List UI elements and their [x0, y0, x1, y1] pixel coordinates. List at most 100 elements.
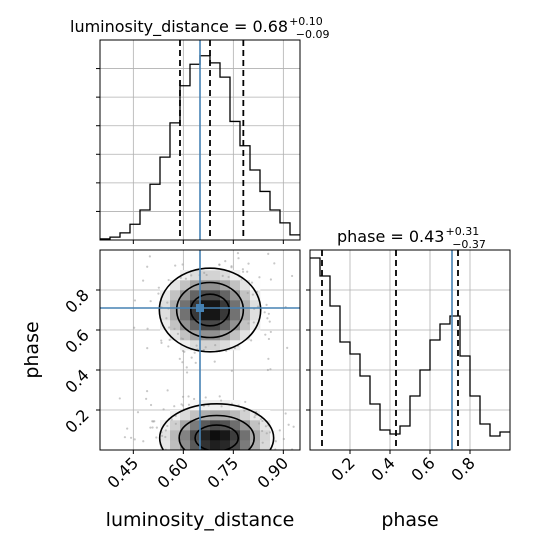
truth-marker: [196, 304, 204, 312]
sample-point: [195, 344, 198, 347]
sample-point: [146, 327, 149, 330]
y-tick-label: 0.2: [61, 405, 92, 436]
density-cell: [180, 310, 191, 321]
density-cell: [170, 300, 181, 311]
sample-point: [149, 300, 152, 303]
sample-point: [284, 412, 287, 415]
density-cell: [270, 430, 281, 441]
sample-point: [170, 418, 173, 421]
sample-point: [267, 337, 271, 341]
axes-frame: [309, 249, 511, 451]
density-cell: [230, 310, 241, 321]
contour-line: [175, 281, 245, 339]
sample-point: [164, 435, 167, 439]
sample-point: [145, 397, 148, 400]
density-cell: [200, 430, 211, 441]
density-cell: [200, 300, 211, 311]
density-cell: [200, 310, 211, 321]
phase-histogram-line: [310, 257, 510, 437]
sample-point: [287, 423, 290, 426]
sample-point: [181, 404, 185, 407]
sample-point: [252, 321, 255, 324]
x-tick-label: 0.75: [204, 453, 243, 492]
sample-point: [180, 337, 183, 340]
density-cell: [170, 310, 181, 321]
sample-point: [278, 429, 281, 432]
density-cell: [220, 400, 231, 411]
density-cell: [160, 330, 171, 341]
density-cell: [180, 270, 191, 281]
density-cell: [170, 430, 181, 441]
y-tick-label: 0.8: [61, 285, 92, 316]
sample-point: [261, 419, 264, 423]
density-cell: [240, 290, 251, 301]
sample-point: [142, 279, 145, 282]
density-cell: [210, 310, 221, 321]
sample-point: [243, 409, 246, 412]
density-cell: [180, 290, 191, 301]
sample-point: [268, 320, 271, 323]
density-cell: [200, 330, 211, 341]
sample-point: [185, 371, 189, 374]
density-cell: [210, 430, 221, 441]
density-cell: [220, 290, 231, 301]
density-cell: [160, 300, 171, 311]
sample-point: [230, 369, 233, 372]
sample-point: [241, 270, 245, 273]
sample-point: [244, 400, 247, 404]
density-cell: [180, 410, 191, 421]
sample-point: [269, 431, 272, 434]
sample-point: [207, 404, 210, 407]
sample-point: [174, 264, 177, 267]
sample-point: [133, 326, 136, 329]
x-tick-label: 0.45: [104, 453, 143, 492]
sample-point: [237, 257, 240, 260]
x-tick-label: 0.90: [254, 453, 293, 492]
density-cell: [230, 270, 241, 281]
sample-point: [146, 265, 149, 268]
sample-point: [247, 322, 250, 325]
sample-point: [126, 427, 129, 430]
sample-point: [266, 368, 269, 372]
sample-point: [261, 429, 264, 433]
sample-point: [181, 395, 185, 398]
density-cell: [220, 410, 231, 421]
density-cell: [250, 290, 261, 301]
sample-point: [246, 270, 249, 273]
density-cell: [160, 310, 171, 321]
x-axis-label-luminosity: luminosity_distance: [106, 509, 295, 531]
density-cell: [260, 410, 271, 421]
density-cell: [220, 420, 231, 431]
sample-point: [218, 263, 221, 266]
density-cell: [200, 420, 211, 431]
sample-point: [236, 251, 240, 255]
y-axis-label-phase: phase: [21, 321, 43, 378]
density-cell: [250, 430, 261, 441]
contour-lines: [158, 267, 275, 450]
density-cell: [210, 300, 221, 311]
sample-point: [168, 326, 171, 329]
density-cell: [220, 430, 231, 441]
sample-point: [183, 350, 186, 353]
density-cell: [190, 340, 201, 351]
sample-point: [155, 436, 158, 439]
sample-point: [213, 360, 216, 363]
density-cell: [190, 310, 201, 321]
sample-point: [221, 274, 224, 277]
sample-point: [286, 346, 289, 349]
density-cell: [200, 440, 211, 451]
density-cell: [250, 320, 261, 331]
density-cell: [250, 440, 261, 451]
y-tick-label: 0.4: [61, 365, 92, 396]
axes-frames: [99, 39, 511, 451]
sample-point: [187, 395, 190, 398]
density-cell: [240, 280, 251, 291]
sample-point: [246, 291, 249, 295]
luminosity-title: luminosity_distance = 0.68+0.10 −0.09: [70, 15, 330, 41]
density-cell: [240, 330, 251, 341]
sample-point: [166, 301, 169, 304]
density-cell: [190, 410, 201, 421]
sample-point: [133, 299, 137, 302]
sample-point: [247, 262, 250, 265]
sample-point: [227, 275, 230, 279]
